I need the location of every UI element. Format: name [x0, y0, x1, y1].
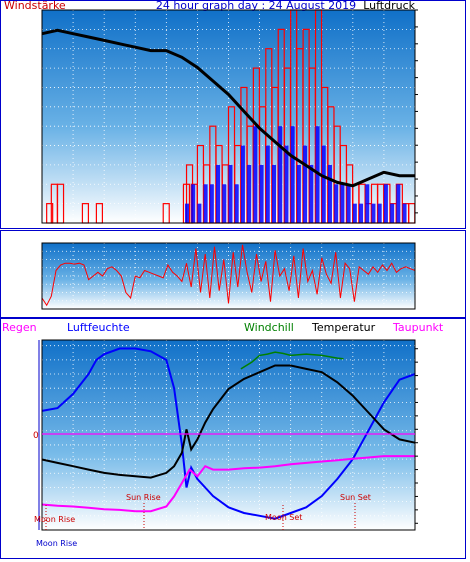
gust-bar [216, 164, 221, 223]
sun-rise-label: Sun Rise [126, 493, 161, 502]
moon-rise-label: Moon Rise [34, 515, 75, 524]
gust-bar [340, 184, 345, 223]
gust-bar [272, 164, 277, 223]
gust-bar [359, 203, 364, 223]
bottom-axes [38, 339, 418, 531]
gust-bar [197, 203, 202, 223]
luftfeuchte-label: Luftfeuchte [67, 321, 130, 334]
gust-bar [402, 203, 407, 223]
temperatur-label: Temperatur [311, 321, 376, 334]
gust-bar [222, 184, 227, 223]
gust-bar [383, 184, 388, 223]
gust-bar [390, 203, 395, 223]
bottom-plot-border [41, 339, 416, 531]
gust-bar [346, 184, 351, 223]
regen-label: Regen [2, 321, 37, 334]
windchill-line [240, 351, 344, 370]
gust-bar [321, 145, 326, 223]
gust-bar [191, 184, 196, 223]
moon-set-label: Moon Set [265, 513, 302, 522]
gust-bar [228, 164, 233, 223]
gust-bar [247, 164, 252, 223]
windchill-label: Windchill [244, 321, 294, 334]
gust-bar [265, 145, 270, 223]
gust-bar [396, 184, 401, 223]
top-axes [41, 9, 418, 224]
sun-set-label: Sun Set [340, 493, 371, 502]
gust-bar [259, 164, 264, 223]
gust-bar [290, 126, 295, 223]
gust-bar [209, 184, 214, 223]
windstaerke-label: Windstärke [4, 0, 66, 12]
gust-bar [253, 126, 258, 223]
direction-axes [41, 242, 416, 310]
temperature-line [41, 364, 416, 479]
dewpoint-line [41, 455, 415, 513]
gust-bar [327, 164, 332, 223]
gust-bar [303, 145, 308, 223]
luftdruck-label: Luftdruck [363, 0, 415, 12]
gust-bar [352, 203, 357, 223]
taupunkt-label: Taupunkt [392, 321, 444, 334]
rain-zero-label: 0 [33, 431, 39, 441]
gust-bar [284, 145, 289, 223]
gust-bar [309, 164, 314, 223]
gust-bar [296, 164, 301, 223]
humidity-line [41, 347, 416, 520]
pressure-series [41, 28, 415, 188]
wind-direction-line [41, 244, 416, 307]
direction-plot-border [41, 242, 416, 310]
direction-series [41, 244, 416, 307]
gust-bar [278, 126, 283, 223]
gust-bar [203, 184, 208, 223]
bottom-plot-area [42, 340, 415, 530]
gust-bar [371, 203, 376, 223]
moon-rise-axis-label: Moon Rise [36, 539, 77, 548]
gust-bar [334, 184, 339, 223]
gust-bar [240, 145, 245, 223]
graph-title: 24 hour graph day : 24 August 2019 [156, 0, 356, 12]
gust-bar [365, 184, 370, 223]
bottom-series [41, 347, 416, 520]
top-plot-border [41, 9, 416, 224]
gust-bar [377, 203, 382, 223]
gust-bar [234, 184, 239, 223]
pressure-line [41, 28, 415, 188]
gust-bar [184, 203, 189, 223]
